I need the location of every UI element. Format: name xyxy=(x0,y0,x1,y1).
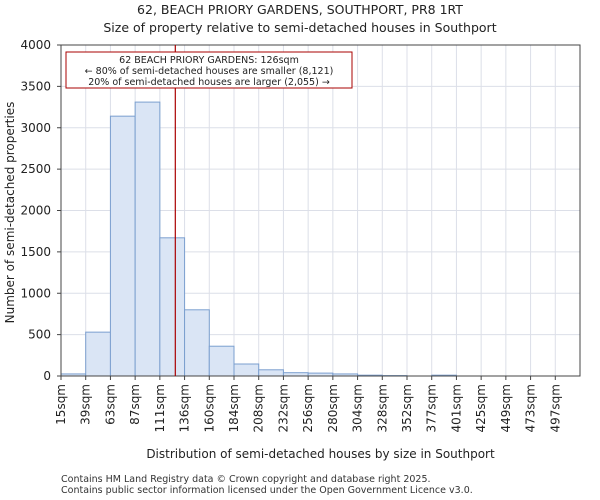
x-tick-label: 449sqm xyxy=(499,384,513,432)
chart-plot: 0 500 1000 1500 2000 2500 3000 3500 4000 15sqm 39s… xyxy=(3,38,581,461)
y-tick-label: 4000 xyxy=(20,38,51,52)
x-tick-label: 15sqm xyxy=(54,384,68,425)
y-tick-label: 3500 xyxy=(20,79,51,93)
y-tick-label: 1500 xyxy=(20,245,51,259)
axis-layer: 0 500 1000 1500 2000 2500 3000 3500 4000 15sqm 39s… xyxy=(3,38,581,461)
y-tick-label: 2000 xyxy=(20,204,51,218)
plot-frame xyxy=(60,44,581,377)
bar-layer xyxy=(60,101,457,377)
bar-160sqm xyxy=(208,345,235,377)
x-tick-label: 473sqm xyxy=(524,384,538,432)
bar-111sqm xyxy=(159,237,186,377)
bar-63sqm xyxy=(109,115,136,377)
x-tick-label: 256sqm xyxy=(301,384,315,432)
y-tick-label: 3000 xyxy=(20,121,51,135)
x-tick-label: 401sqm xyxy=(449,384,463,432)
x-tick-label: 208sqm xyxy=(252,384,266,432)
x-tick-label: 280sqm xyxy=(326,384,340,432)
x-tick-label: 111sqm xyxy=(153,384,167,432)
annotation-line1: 62 BEACH PRIORY GARDENS: 126sqm xyxy=(119,55,299,66)
y-tick-label: 0 xyxy=(43,369,51,383)
x-tick-label: 160sqm xyxy=(202,384,216,432)
x-tick-label: 87sqm xyxy=(128,384,142,425)
annotation-line3: 20% of semi-detached houses are larger (… xyxy=(88,77,330,88)
bar-136sqm xyxy=(184,309,210,377)
chart-subtitle: Size of property relative to semi-detach… xyxy=(103,20,497,35)
y-tick-label: 1000 xyxy=(20,286,51,300)
bar-87sqm xyxy=(134,101,161,377)
x-tick-label: 304sqm xyxy=(351,384,365,432)
y-axis-title: Number of semi-detached properties xyxy=(3,102,17,324)
chart-title: 62, BEACH PRIORY GARDENS, SOUTHPORT, PR8… xyxy=(137,2,463,17)
x-axis-title: Distribution of semi-detached houses by … xyxy=(146,447,495,461)
y-tick-label: 500 xyxy=(28,328,51,342)
x-tick-label: 377sqm xyxy=(425,384,439,432)
annotation-box xyxy=(65,51,353,89)
x-tick-label: 328sqm xyxy=(375,384,389,432)
bar-208sqm xyxy=(258,369,284,377)
x-tick-label: 425sqm xyxy=(474,384,488,432)
footer-copyright: Contains HM Land Registry data © Crown c… xyxy=(61,474,431,485)
x-tick-label: 184sqm xyxy=(227,384,241,432)
footer-licence: Contains public sector information licen… xyxy=(61,485,473,496)
x-tick-label: 497sqm xyxy=(548,384,562,432)
bar-39sqm xyxy=(85,331,111,377)
x-tick-label: 136sqm xyxy=(178,384,192,432)
y-tick-label: 2500 xyxy=(20,162,51,176)
x-tick-label: 39sqm xyxy=(79,384,93,425)
marker-layer: 62 BEACH PRIORY GARDENS: 126sqm← 80% of … xyxy=(65,45,353,376)
annotation-line2: ← 80% of semi-detached houses are smalle… xyxy=(85,66,334,77)
x-tick-label: 232sqm xyxy=(276,384,290,432)
x-tick-label: 352sqm xyxy=(400,384,414,432)
bar-184sqm xyxy=(233,363,260,377)
x-tick-label: 63sqm xyxy=(103,384,117,425)
